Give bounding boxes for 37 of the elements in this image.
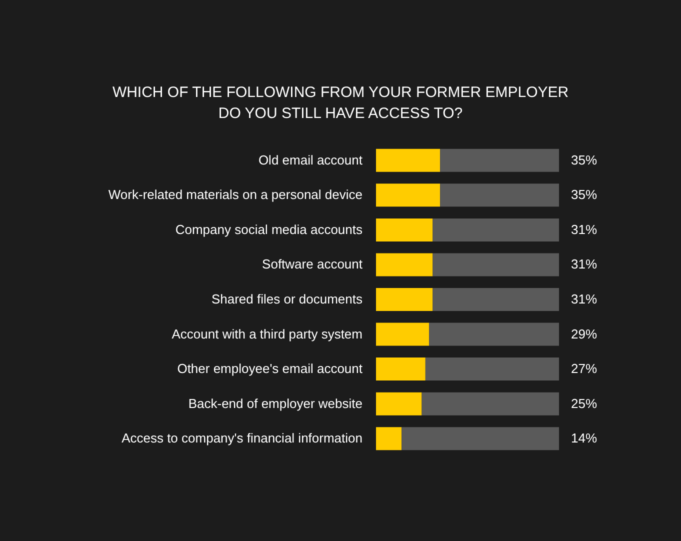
- bar: [432, 218, 559, 242]
- y-tick-label: Shared files or documents: [211, 292, 363, 306]
- bar: [376, 218, 433, 242]
- y-tick-label: Other employee's email account: [177, 361, 363, 376]
- y-tick-label: Software account: [262, 256, 363, 272]
- data-label: 14%: [571, 430, 598, 446]
- bar: [432, 288, 559, 311]
- chart-title: WHICH OF THE FOLLOWING FROM YOUR FORMER EMPLOYER DO YOU STILL HAVE ACCESS TO?: [112, 84, 569, 122]
- bar: [376, 427, 402, 450]
- data-label: 31%: [571, 256, 598, 272]
- y-tick-label: Back-end of employer website: [188, 396, 362, 411]
- data-label: 29%: [571, 326, 598, 342]
- bar: [376, 392, 422, 416]
- data-label: 25%: [571, 396, 598, 411]
- y-tick-label: Old email account: [258, 152, 363, 168]
- bar: [376, 148, 440, 172]
- y-tick-label: Account with a third party system: [172, 326, 362, 342]
- bar: [376, 184, 440, 207]
- bar: [376, 322, 430, 346]
- bar: [376, 358, 426, 381]
- y-tick-label: Company social media accounts: [175, 222, 363, 237]
- data-label: 35%: [571, 152, 598, 168]
- data-label: 35%: [571, 187, 598, 202]
- bar: [422, 392, 559, 416]
- bar: [376, 288, 433, 311]
- data-label: 27%: [571, 361, 598, 376]
- bar: [425, 358, 559, 381]
- data-label: 31%: [571, 222, 598, 237]
- bar: [402, 427, 559, 450]
- bar: [376, 253, 433, 276]
- y-tick-label: Work-related materials on a personal device: [108, 187, 362, 202]
- bar: [429, 322, 559, 346]
- y-tick-label: Access to company's financial information: [122, 430, 362, 446]
- bar: [432, 253, 559, 276]
- bar: [440, 148, 559, 172]
- bar: [440, 184, 559, 207]
- data-label: 31%: [571, 292, 598, 306]
